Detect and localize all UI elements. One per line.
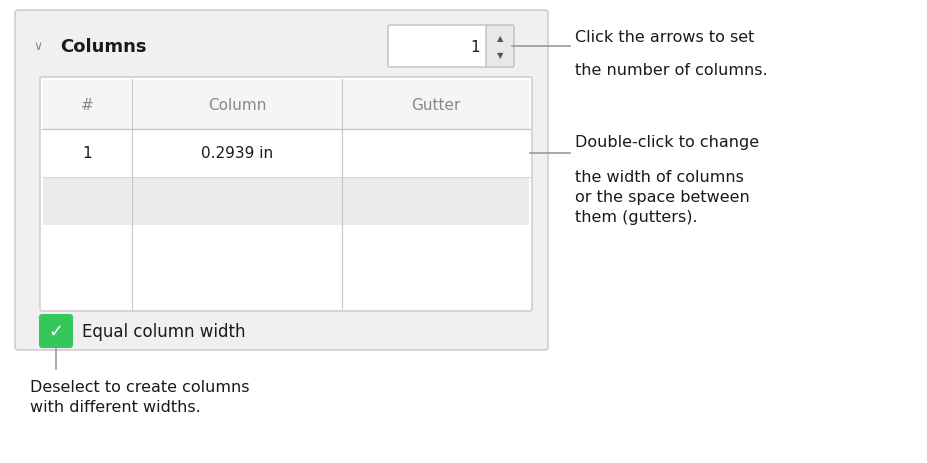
Text: the number of columns.: the number of columns. (575, 63, 767, 78)
Text: them (gutters).: them (gutters). (575, 210, 697, 225)
FancyBboxPatch shape (387, 26, 489, 68)
Bar (43, 179, 528, 225)
FancyBboxPatch shape (15, 11, 548, 350)
Text: 0.2939 in: 0.2939 in (201, 146, 273, 161)
Text: Equal column width: Equal column width (82, 322, 246, 340)
Text: the width of columns: the width of columns (575, 169, 743, 185)
FancyBboxPatch shape (40, 78, 531, 311)
Text: Gutter: Gutter (411, 97, 460, 112)
Text: 1: 1 (83, 146, 92, 161)
Text: ∨: ∨ (33, 40, 43, 53)
Text: ✓: ✓ (48, 322, 63, 340)
FancyBboxPatch shape (39, 314, 73, 348)
Text: Deselect to create columns: Deselect to create columns (30, 379, 249, 394)
Text: #: # (81, 97, 94, 112)
FancyBboxPatch shape (486, 26, 514, 68)
Text: ▼: ▼ (496, 51, 502, 60)
Text: ▲: ▲ (496, 34, 502, 43)
Text: or the space between: or the space between (575, 189, 749, 205)
Text: with different widths.: with different widths. (30, 399, 200, 414)
Text: Double-click to change: Double-click to change (575, 135, 758, 150)
Bar (43, 81, 528, 130)
Text: Click the arrows to set: Click the arrows to set (575, 30, 754, 45)
Text: 1: 1 (470, 39, 479, 54)
Text: Column: Column (208, 97, 266, 112)
Text: Columns: Columns (60, 38, 146, 56)
